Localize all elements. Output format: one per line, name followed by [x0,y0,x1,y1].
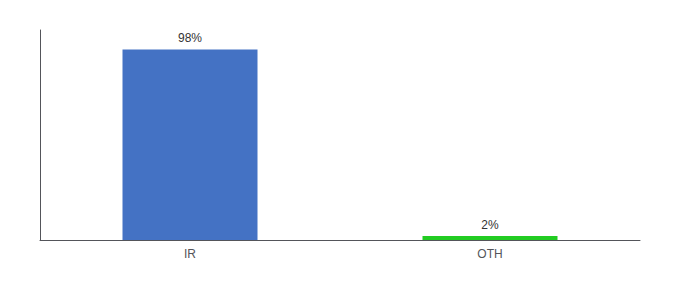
svg-text:OTH: OTH [477,247,502,261]
svg-text:2%: 2% [481,218,499,232]
svg-text:IR: IR [184,247,196,261]
svg-text:98%: 98% [178,31,202,45]
